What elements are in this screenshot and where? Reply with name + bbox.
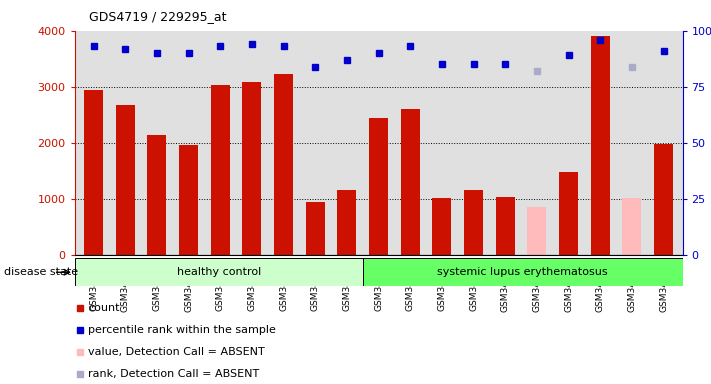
Bar bbox=[559, 172, 578, 255]
Text: healthy control: healthy control bbox=[176, 267, 261, 277]
Bar bbox=[363, 258, 683, 286]
Bar bbox=[179, 145, 198, 255]
Text: value, Detection Call = ABSENT: value, Detection Call = ABSENT bbox=[88, 347, 264, 357]
Bar bbox=[528, 207, 547, 255]
Bar bbox=[306, 202, 325, 255]
Text: systemic lupus erythematosus: systemic lupus erythematosus bbox=[437, 267, 608, 277]
Text: rank, Detection Call = ABSENT: rank, Detection Call = ABSENT bbox=[88, 369, 260, 379]
Bar bbox=[654, 144, 673, 255]
Text: disease state: disease state bbox=[4, 267, 77, 277]
Bar bbox=[432, 198, 451, 255]
Bar bbox=[591, 36, 610, 255]
Bar bbox=[464, 190, 483, 255]
Bar bbox=[116, 106, 135, 255]
Bar bbox=[369, 118, 388, 255]
Bar bbox=[496, 197, 515, 255]
Bar bbox=[147, 135, 166, 255]
Bar bbox=[274, 74, 293, 255]
Bar bbox=[242, 83, 262, 255]
Text: count: count bbox=[88, 303, 119, 313]
Bar bbox=[622, 198, 641, 255]
Bar bbox=[75, 258, 363, 286]
Bar bbox=[338, 190, 356, 255]
Bar bbox=[84, 90, 103, 255]
Bar bbox=[401, 109, 419, 255]
Text: percentile rank within the sample: percentile rank within the sample bbox=[88, 325, 276, 335]
Bar bbox=[210, 85, 230, 255]
Text: GDS4719 / 229295_at: GDS4719 / 229295_at bbox=[89, 10, 226, 23]
